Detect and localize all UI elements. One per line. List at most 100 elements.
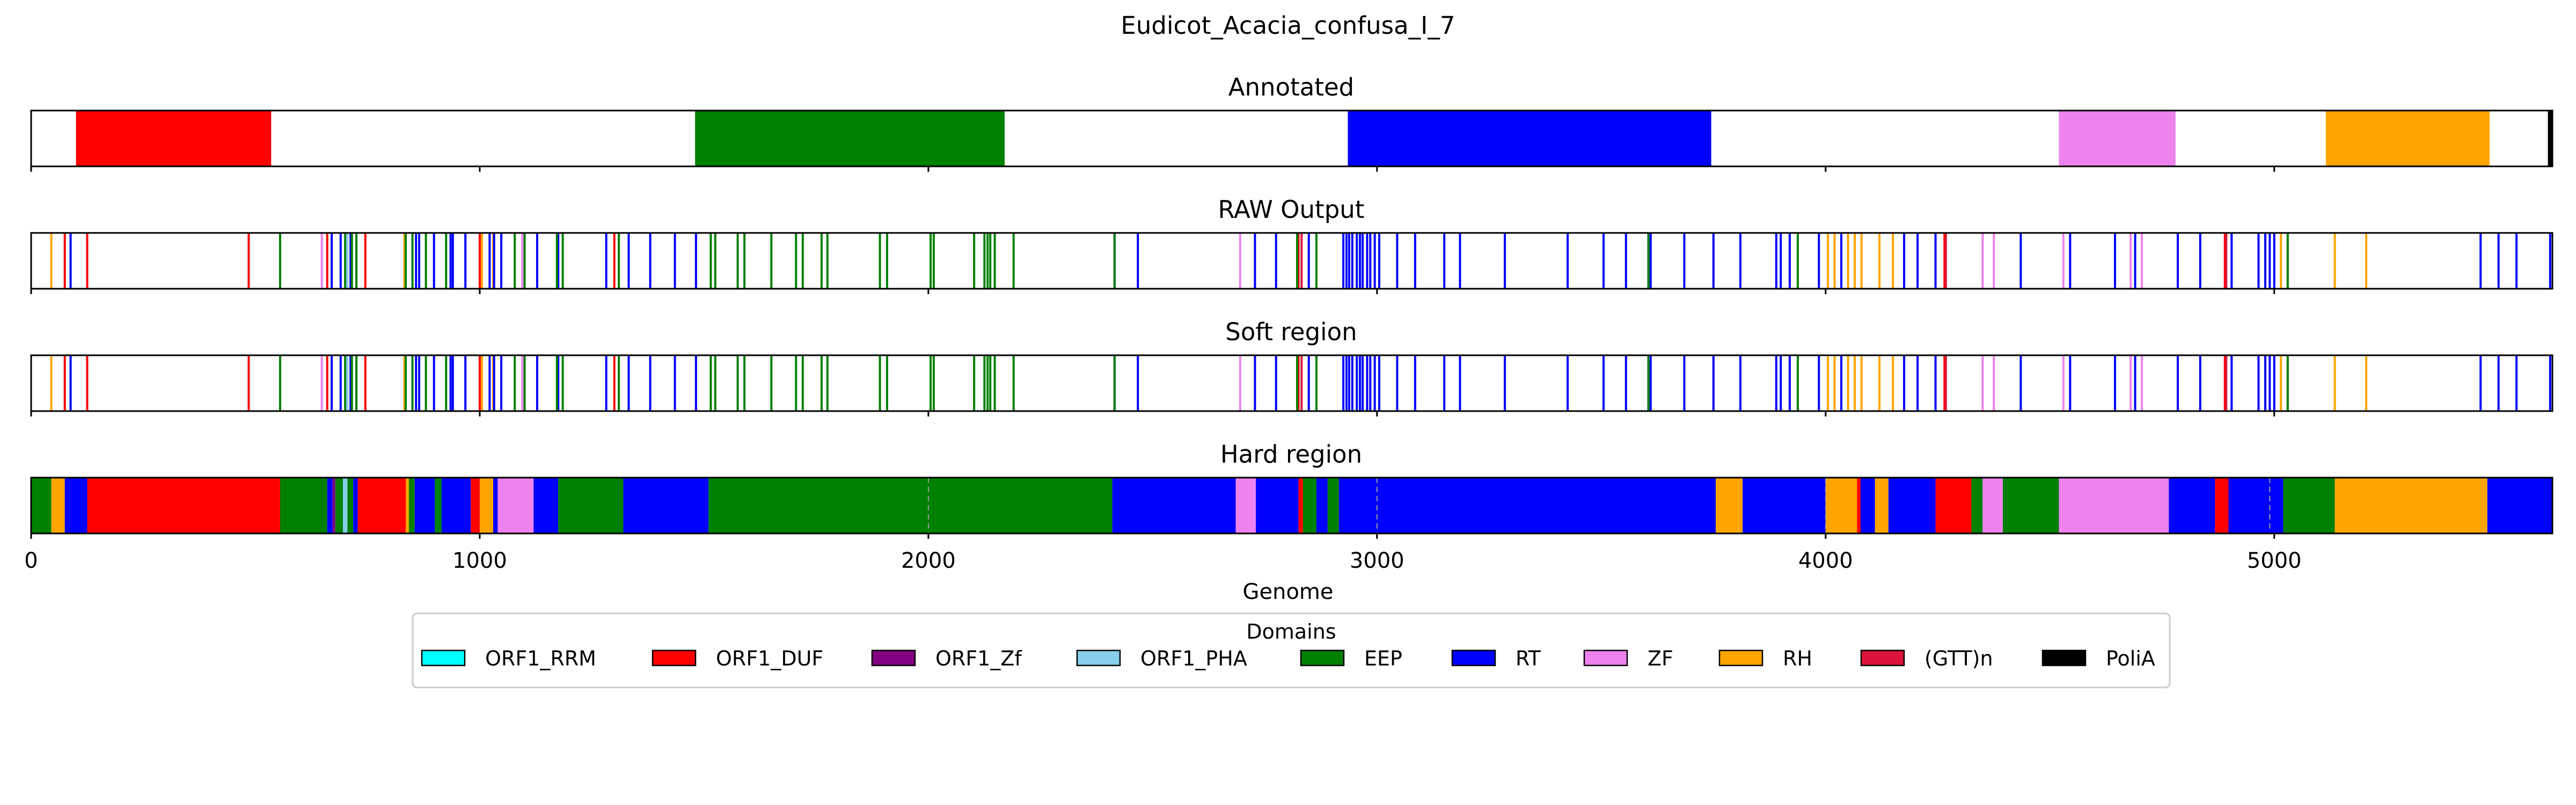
legend-label-rh: RH [1783,647,1812,670]
segment-eep [2002,478,2059,533]
x-axis: 0 1000 2000 3000 4000 5000 [24,548,2301,573]
segment-rt [414,478,435,533]
segment-eep [1302,478,1316,533]
panel-annotated: Annotated [30,73,2553,172]
segment-eep [31,478,52,533]
segment-rt [353,478,358,533]
legend-swatch-orf1-duf [652,649,697,667]
x-tick-label: 4000 [1798,548,1853,573]
x-tick-label: 5000 [2247,548,2302,573]
legend-swatch-rh [1718,649,1763,667]
legend-items: ORF1_RRM ORF1_DUF ORF1_Zf ORF1_PHA EEP RT ZF RH… [421,647,2155,670]
segment-rt [2487,478,2552,533]
segment-eep [1971,478,1983,533]
segment-rt [1256,478,1299,533]
segment-rh [2325,111,2490,166]
segment-rh [51,478,65,533]
legend-swatch-rt [1451,649,1496,667]
segment-eep [435,478,442,533]
legend-label-orf1-rrm: ORF1_RRM [485,647,596,670]
segment-rt [2228,478,2284,533]
legend-label-eep: EEP [1364,647,1402,670]
segment-rt [327,478,333,533]
panel-title: RAW Output [1218,195,1365,224]
segment-eep [280,478,327,533]
segment-orf1-duf [76,111,272,166]
segment-orf1-duf [357,478,406,533]
segment-rh [479,478,494,533]
legend-title: Domains [1246,620,1336,643]
segment-orf1-duf [2215,478,2229,533]
legend-swatch-polia [2041,649,2087,667]
segment-eep [347,478,354,533]
x-tick-label: 0 [24,548,38,573]
panel-title: Annotated [1228,73,1354,101]
segment-rt [1348,111,1711,166]
segment-rt [1338,478,1716,533]
segment-eep [408,478,415,533]
legend-swatch-zf [1583,649,1628,667]
segment-eep [335,478,343,533]
segment-rt [1316,478,1328,533]
segment-orf1-pha [342,478,348,533]
segment-rt [1860,478,1875,533]
panel-title: Hard region [1220,440,1362,469]
segment-rt [1112,478,1236,533]
segment-polia [2548,111,2552,166]
segment-orf1-duf [1298,478,1303,533]
legend-swatch-orf1-zf [871,649,916,667]
legend-label-gtt-n: (GTT)n [1924,647,1993,670]
panel-frame [30,477,2553,535]
segment-zf [2059,478,2169,533]
legend-label-orf1-pha: ORF1_PHA [1140,647,1247,670]
segment-eep [1327,478,1339,533]
segment-orf1-duf [87,478,280,533]
segment-rt [64,478,87,533]
segment-rt [1743,478,1826,533]
legend-swatch-orf1-rrm [421,649,466,667]
panel-background [31,233,2552,289]
legend-label-orf1-zf: ORF1_Zf [935,647,1022,670]
segment-rt [493,478,498,533]
legend-swatch-gtt-n [1860,649,1905,667]
panel-hard-region: Hard region [30,440,2553,539]
segment-rh [1715,478,1743,533]
legend: Domains ORF1_RRM ORF1_DUF ORF1_Zf ORF1_PHA E… [412,612,2171,689]
segment-zf [1982,478,2003,533]
panel-frame [30,109,2553,167]
chart-title: Eudicot_Acacia_confusa_I_7 [1121,11,1455,40]
legend-label-polia: PoliA [2106,647,2155,670]
segment-orf1-duf [471,478,480,533]
panel-title: Soft region [1225,318,1357,346]
x-tick-label: 2000 [901,548,956,573]
segment-rh [1875,478,1889,533]
segment-rt [441,478,471,533]
panel-soft-region: Soft region [30,318,2553,416]
legend-label-orf1-duf: ORF1_DUF [716,647,823,670]
segment-zf [497,478,534,533]
segment-rh [406,478,409,533]
x-axis-label: Genome [1242,580,1333,604]
segment-rt [1888,478,1936,533]
segment-rt [533,478,559,533]
legend-frame [412,612,2171,689]
panel-frame [30,354,2553,412]
segment-eep [558,478,624,533]
segment-zf [2059,111,2176,166]
x-tick-label: 1000 [452,548,507,573]
segment-zf [1235,478,1256,533]
x-tick-label: 3000 [1350,548,1404,573]
segment-rh [2334,478,2487,533]
segment-eep [708,478,1113,533]
segment-orf1-duf [1857,478,1861,533]
segment-rt [2169,478,2215,533]
panel-raw-output: RAW Output [30,195,2553,294]
legend-swatch-orf1-pha [1076,649,1121,667]
segment-orf1-zf [332,478,335,533]
segment-orf1-duf [1935,478,1972,533]
legend-label-zf: ZF [1648,647,1673,670]
panel-background [31,355,2552,411]
segment-rt [623,478,709,533]
segment-eep [695,111,1005,166]
